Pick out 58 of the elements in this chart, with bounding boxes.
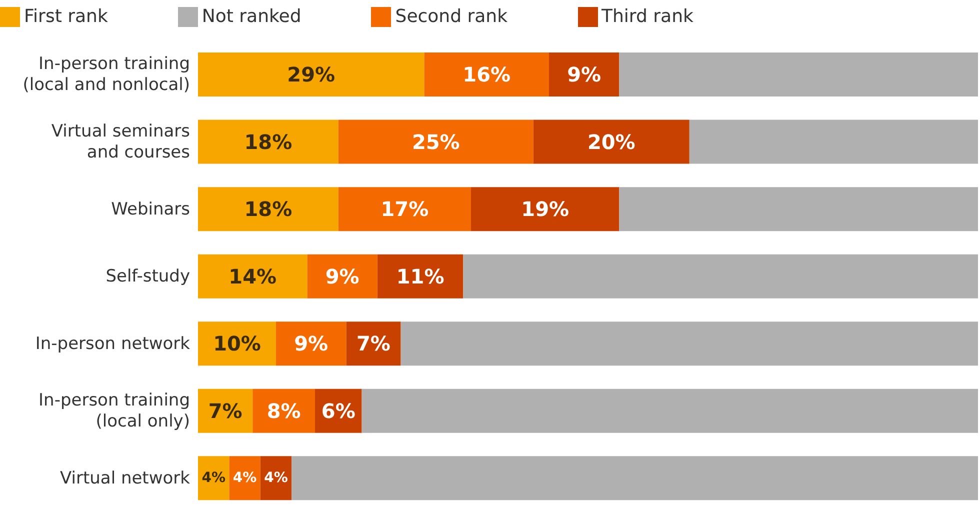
legend-label: First rank [24, 6, 108, 27]
data-label: 8% [266, 398, 301, 423]
data-label: 16% [462, 62, 511, 87]
bar [463, 254, 978, 298]
bar [619, 52, 978, 97]
legend-label: Not ranked [202, 6, 302, 27]
data-label: 18% [244, 130, 292, 154]
bar [198, 254, 308, 298]
bar [689, 120, 978, 164]
y-tick-label: Virtual seminars and courses [51, 121, 190, 162]
bar [377, 254, 464, 298]
data-label: 9% [325, 264, 360, 288]
bar [533, 120, 690, 164]
data-label: 29% [287, 62, 336, 87]
data-label: 9% [294, 332, 328, 356]
y-tick-label: In-person network [35, 334, 190, 354]
y-tick-label: Self-study [106, 266, 190, 287]
data-label: 19% [521, 197, 570, 222]
data-label: 7% [356, 332, 390, 356]
bar [400, 322, 978, 366]
bar [619, 187, 978, 232]
data-label: 9% [567, 62, 602, 87]
bar [549, 52, 620, 97]
data-label: 6% [321, 398, 356, 423]
legend-label: Second rank [395, 6, 508, 27]
bar [276, 322, 346, 366]
bar [198, 187, 338, 232]
data-label: 7% [208, 398, 242, 423]
bar [362, 388, 978, 433]
bar [198, 456, 230, 500]
bar [229, 456, 260, 500]
data-label: 11% [396, 264, 444, 288]
y-tick-label: Webinars [111, 199, 190, 220]
data-label: 4% [202, 470, 226, 486]
bar [292, 456, 978, 500]
bar [198, 52, 424, 97]
bar [198, 322, 276, 366]
bar [338, 120, 534, 164]
data-label: 25% [412, 130, 460, 154]
data-label: 18% [244, 197, 292, 222]
y-tick-label: In-person training (local and nonlocal) [22, 54, 190, 96]
legend-label: Third rank [602, 6, 694, 27]
data-label: 20% [587, 130, 636, 154]
bar [346, 322, 401, 366]
data-label: 14% [228, 264, 277, 288]
bar [252, 388, 315, 433]
bar [471, 187, 620, 232]
y-tick-label: Virtual network [60, 468, 190, 488]
data-label: 10% [213, 332, 261, 356]
bar [198, 388, 253, 433]
y-tick-label: In-person training (local only) [38, 390, 190, 432]
bar [424, 52, 549, 97]
bar [307, 254, 378, 298]
data-label: 4% [264, 470, 288, 486]
bar [198, 120, 338, 164]
data-label: 4% [232, 470, 257, 486]
data-label: 17% [380, 197, 429, 222]
bar [338, 187, 471, 232]
